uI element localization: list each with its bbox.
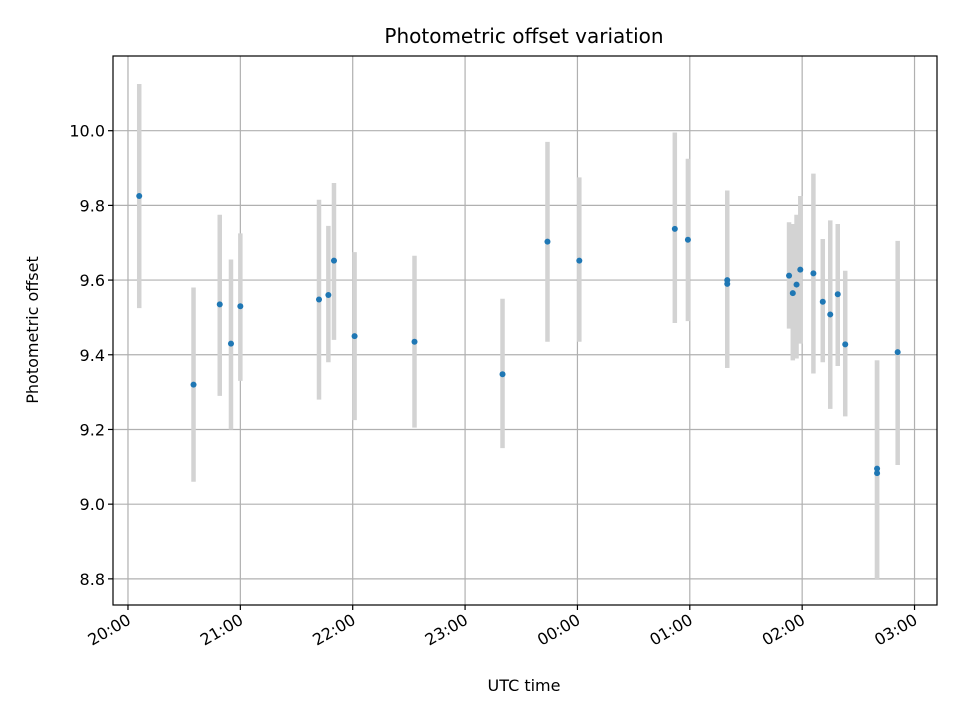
y-tick-label: 9.2 bbox=[80, 420, 105, 439]
data-point bbox=[786, 272, 793, 279]
data-points bbox=[136, 193, 901, 477]
plot-frame bbox=[112, 55, 938, 606]
y-axis-ticks: 8.8 9.0 9.2 9.4 9.6 9.8 10.0 bbox=[69, 122, 113, 589]
data-point bbox=[227, 340, 234, 347]
data-point bbox=[684, 236, 691, 243]
y-tick-label: 9.8 bbox=[80, 196, 105, 215]
y-tick-label: 8.8 bbox=[80, 570, 105, 589]
data-point bbox=[789, 290, 796, 297]
data-point bbox=[834, 291, 841, 298]
data-point bbox=[136, 193, 143, 200]
y-tick-label: 9.0 bbox=[80, 495, 105, 514]
data-point bbox=[190, 381, 197, 388]
chart-title: Photometric offset variation bbox=[384, 24, 663, 48]
data-point bbox=[810, 270, 817, 277]
y-tick-label: 9.4 bbox=[80, 346, 105, 365]
data-point bbox=[793, 281, 800, 288]
y-axis-label: Photometric offset bbox=[23, 256, 42, 404]
y-tick-label: 9.6 bbox=[80, 271, 105, 290]
data-point bbox=[499, 371, 506, 378]
data-point bbox=[351, 333, 358, 340]
data-point bbox=[316, 296, 322, 303]
data-point bbox=[819, 298, 826, 305]
data-point bbox=[874, 470, 881, 477]
data-point bbox=[724, 277, 731, 284]
data-point bbox=[237, 303, 244, 310]
data-point bbox=[827, 311, 834, 318]
data-point bbox=[842, 341, 849, 348]
data-point bbox=[797, 266, 804, 273]
data-point bbox=[330, 257, 337, 264]
data-point bbox=[894, 349, 901, 356]
data-point bbox=[576, 257, 583, 264]
x-axis-label: UTC time bbox=[488, 676, 561, 695]
data-point bbox=[325, 292, 332, 299]
data-point bbox=[671, 225, 678, 232]
y-tick-label: 10.0 bbox=[69, 122, 105, 141]
data-point bbox=[874, 465, 881, 472]
data-point bbox=[216, 301, 223, 308]
data-point bbox=[544, 238, 551, 245]
data-point bbox=[411, 338, 418, 345]
